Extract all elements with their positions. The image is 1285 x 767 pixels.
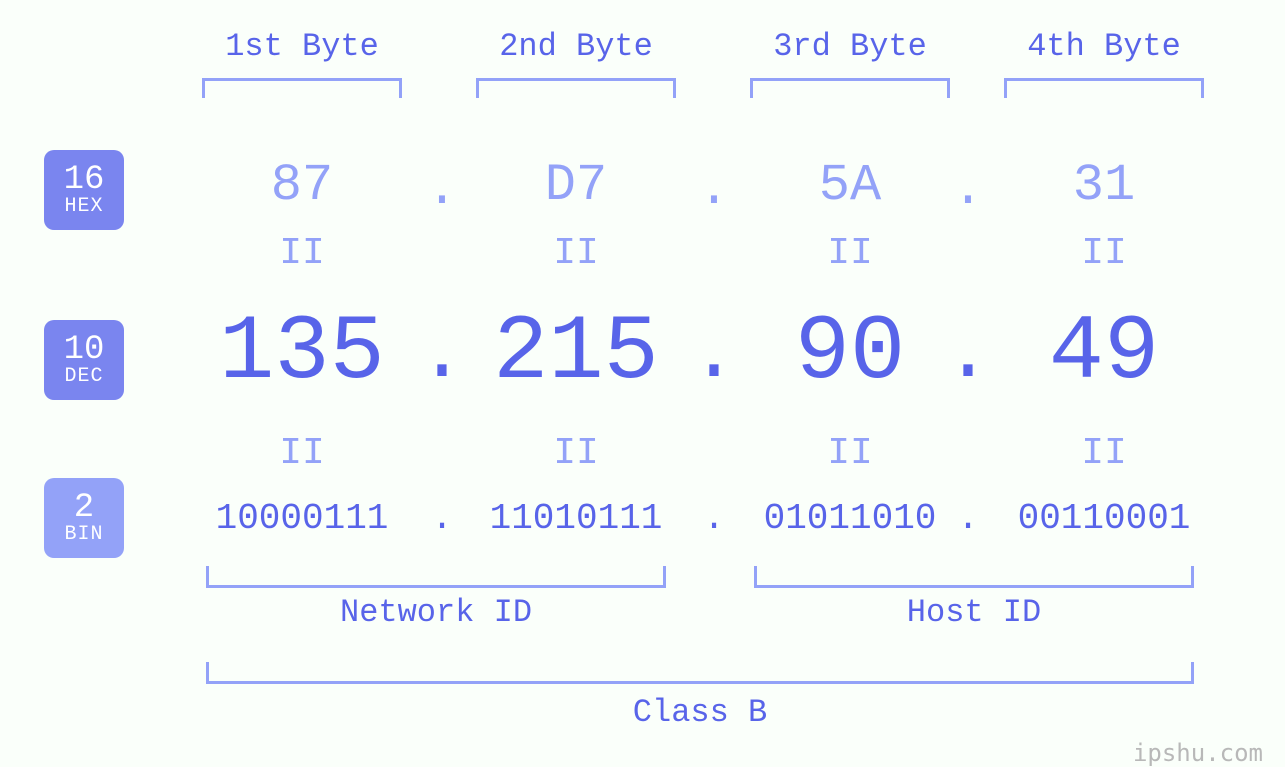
bin-dot-1: . xyxy=(431,498,453,539)
bracket-byte-4 xyxy=(1004,78,1204,98)
host-id-label: Host ID xyxy=(907,594,1041,631)
equals-1-1: II xyxy=(279,232,325,275)
equals-1-2: II xyxy=(553,232,599,275)
dec-byte-4: 49 xyxy=(1049,300,1159,405)
hex-dot-2: . xyxy=(698,160,729,219)
badge-bin-num: 2 xyxy=(74,491,94,527)
dec-byte-2: 215 xyxy=(493,300,659,405)
class-label: Class B xyxy=(633,694,767,731)
hex-dot-1: . xyxy=(426,160,457,219)
equals-1-3: II xyxy=(827,232,873,275)
hex-dot-3: . xyxy=(952,160,983,219)
badge-hex-num: 16 xyxy=(64,163,105,199)
byte-1-label: 1st Byte xyxy=(225,28,379,65)
bin-byte-3: 01011010 xyxy=(764,498,937,539)
equals-2-4: II xyxy=(1081,432,1127,475)
byte-4-label: 4th Byte xyxy=(1027,28,1181,65)
dec-dot-2: . xyxy=(690,310,738,401)
hex-byte-2: D7 xyxy=(545,156,607,215)
equals-2-2: II xyxy=(553,432,599,475)
bracket-class xyxy=(206,662,1194,684)
bracket-byte-3 xyxy=(750,78,950,98)
badge-dec-num: 10 xyxy=(64,333,105,369)
bin-byte-4: 00110001 xyxy=(1018,498,1191,539)
dec-dot-3: . xyxy=(944,310,992,401)
dec-byte-1: 135 xyxy=(219,300,385,405)
dec-dot-1: . xyxy=(418,310,466,401)
bracket-byte-2 xyxy=(476,78,676,98)
equals-1-4: II xyxy=(1081,232,1127,275)
byte-3-label: 3rd Byte xyxy=(773,28,927,65)
badge-hex: 16 HEX xyxy=(44,150,124,230)
hex-byte-1: 87 xyxy=(271,156,333,215)
bin-byte-2: 11010111 xyxy=(490,498,663,539)
badge-dec: 10 DEC xyxy=(44,320,124,400)
equals-2-3: II xyxy=(827,432,873,475)
hex-byte-3: 5A xyxy=(819,156,881,215)
badge-bin-abbr: BIN xyxy=(64,524,103,545)
hex-byte-4: 31 xyxy=(1073,156,1135,215)
bracket-byte-1 xyxy=(202,78,402,98)
ip-diagram: 1st Byte 2nd Byte 3rd Byte 4th Byte 16 H… xyxy=(0,0,1285,767)
watermark: ipshu.com xyxy=(1133,739,1263,767)
bracket-network xyxy=(206,566,666,588)
bin-dot-2: . xyxy=(703,498,725,539)
network-id-label: Network ID xyxy=(340,594,532,631)
bin-dot-3: . xyxy=(957,498,979,539)
bracket-host xyxy=(754,566,1194,588)
badge-dec-abbr: DEC xyxy=(64,366,103,387)
byte-2-label: 2nd Byte xyxy=(499,28,653,65)
badge-hex-abbr: HEX xyxy=(64,196,103,217)
bin-byte-1: 10000111 xyxy=(216,498,389,539)
equals-2-1: II xyxy=(279,432,325,475)
badge-bin: 2 BIN xyxy=(44,478,124,558)
dec-byte-3: 90 xyxy=(795,300,905,405)
